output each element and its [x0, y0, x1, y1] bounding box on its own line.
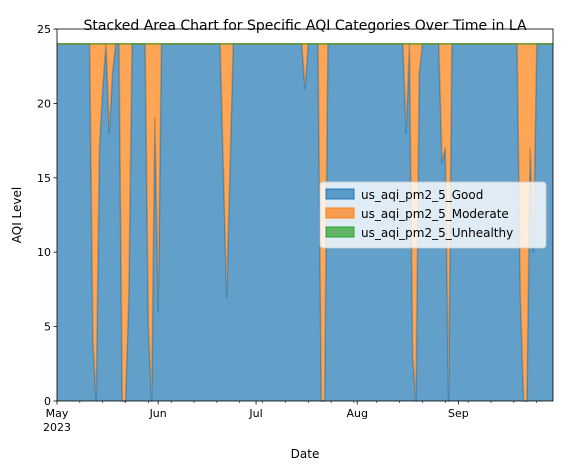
area-layers — [57, 43, 553, 402]
x-axis-label: Date — [291, 447, 320, 461]
y-axis: 0 5 10 15 20 25 — [37, 23, 57, 408]
plot-frame — [56, 28, 554, 402]
legend-swatch — [325, 207, 355, 219]
y-tick-label: 5 — [44, 321, 51, 334]
x-tick-label: Jul — [248, 407, 262, 420]
legend-box — [319, 181, 547, 249]
y-tick-label: 10 — [37, 246, 51, 259]
legend-label: us_aqi_pm2_5_Good — [361, 188, 483, 202]
x-tick-label: Sep — [448, 407, 469, 420]
area-us_aqi_pm2_5_Good — [57, 43, 553, 401]
y-tick-label: 15 — [37, 172, 51, 185]
x-tick-label: Jun — [149, 407, 167, 420]
y-tick-label: 0 — [44, 395, 51, 408]
x-tick-sublabel: 2023 — [43, 421, 71, 434]
legend-swatch — [325, 188, 355, 200]
legend-swatch — [325, 226, 355, 238]
legend: us_aqi_pm2_5_Good us_aqi_pm2_5_Moderateus… — [319, 181, 547, 249]
y-tick-label: 25 — [37, 23, 51, 36]
x-tick-label: Aug — [346, 407, 367, 420]
legend-label: us_aqi_pm2_5_Moderate — [361, 207, 509, 221]
chart-title: Stacked Area Chart for Specific AQI Cate… — [83, 18, 526, 34]
y-axis-label: AQI Level — [10, 187, 24, 243]
x-tick-label: May — [46, 407, 69, 420]
y-tick-label: 20 — [37, 97, 51, 110]
legend-label: us_aqi_pm2_5_Unhealthy — [361, 226, 513, 240]
